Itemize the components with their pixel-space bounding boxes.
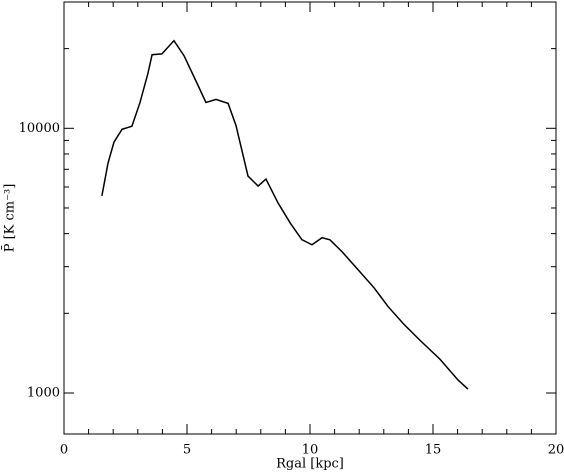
- y-tick-label: 10000: [19, 121, 60, 136]
- data-line: [101, 39, 469, 390]
- x-tick-label: 10: [302, 443, 319, 458]
- x-tick-label: 5: [183, 443, 191, 458]
- x-axis-label: Rgal [kpc]: [276, 457, 344, 472]
- x-tick-label: 20: [548, 443, 564, 458]
- x-tick-label: 15: [425, 443, 442, 458]
- y-axis-label: P̄ [K cm⁻³]: [1, 184, 17, 253]
- y-tick-label: 1000: [27, 385, 60, 400]
- plot-frame: [63, 1, 557, 435]
- x-tick-label: 0: [60, 443, 68, 458]
